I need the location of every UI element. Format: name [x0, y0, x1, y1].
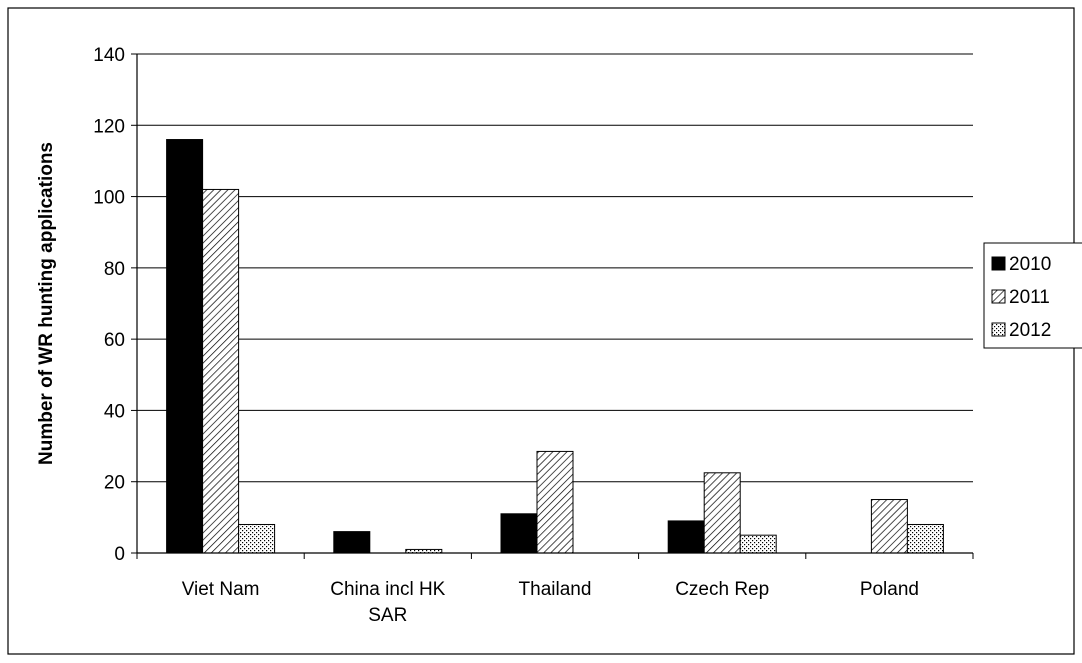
bar-2012-4 [906, 523, 944, 554]
bar-2011-2 [536, 450, 574, 554]
legend-label-2010: 2010 [1009, 254, 1051, 275]
bar-2012-0 [238, 523, 276, 554]
y-axis-title: Number of WR hunting applications [36, 142, 57, 465]
category-label: Thailand [519, 579, 592, 600]
category-label: Viet Nam [182, 579, 260, 600]
y-tick-label: 80 [104, 259, 125, 280]
legend-swatch-2012 [991, 322, 1006, 337]
y-tick-label: 20 [104, 473, 125, 494]
category-label: China incl HK [330, 579, 445, 600]
y-tick-label: 0 [114, 544, 125, 565]
y-tick-label: 40 [104, 401, 125, 422]
bar-2010-2 [500, 513, 538, 554]
y-tick-label: 120 [93, 116, 125, 137]
bar-2011-4 [870, 499, 908, 554]
legend-swatch-2011 [991, 289, 1006, 304]
legend-swatch-2010 [991, 256, 1006, 271]
y-tick-label: 60 [104, 330, 125, 351]
bar-2010-0 [166, 139, 204, 554]
bar-2010-1 [333, 531, 371, 554]
legend-label-2012: 2012 [1009, 320, 1051, 341]
bar-2011-3 [703, 472, 741, 554]
category-label: Czech Rep [675, 579, 769, 600]
bar-2012-3 [739, 534, 777, 554]
category-label: SAR [368, 605, 407, 626]
bar-2011-0 [202, 188, 240, 554]
y-tick-label: 100 [93, 188, 125, 209]
category-label: Poland [860, 579, 919, 600]
legend-label-2011: 2011 [1009, 287, 1050, 308]
y-tick-label: 140 [93, 45, 125, 66]
bar-2010-3 [667, 520, 705, 554]
